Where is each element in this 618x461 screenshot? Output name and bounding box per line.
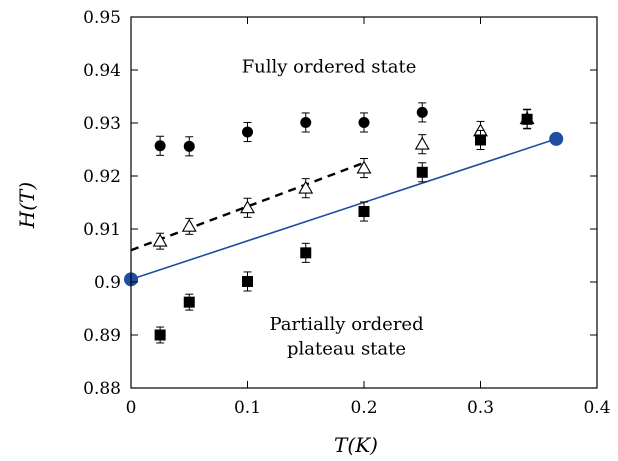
square-marker — [521, 113, 533, 125]
circle-marker — [242, 126, 253, 138]
triangle-marker — [356, 160, 372, 174]
point-open-triangle — [298, 178, 314, 199]
point-open-triangle — [152, 232, 168, 250]
point-square — [416, 162, 428, 183]
y-tick-label: 0.91 — [83, 220, 121, 240]
endpoint-marker — [549, 131, 564, 146]
point-open-triangle — [181, 217, 197, 235]
square-marker — [416, 166, 428, 178]
y-tick-label: 0.93 — [83, 114, 121, 134]
point-open-triangle — [414, 134, 430, 155]
triangle-marker — [414, 136, 430, 150]
y-tick-label: 0.92 — [83, 167, 121, 187]
point-square — [154, 326, 166, 344]
circle-marker — [300, 116, 312, 128]
point-circle — [183, 136, 195, 157]
annotations: Fully ordered state Partially ordered plat… — [242, 57, 424, 360]
x-tick-label: 0.1 — [234, 398, 261, 418]
x-tick-label: 0.4 — [583, 398, 610, 418]
circle-marker — [154, 140, 166, 152]
square-marker — [300, 247, 312, 259]
point-circle — [300, 112, 312, 133]
fit-lines — [130, 138, 557, 281]
point-circle — [358, 112, 370, 133]
square-marker — [242, 275, 253, 287]
y-tick-label: 0.88 — [83, 379, 121, 399]
triangle-marker — [240, 200, 255, 214]
annotation-text: Fully ordered state — [242, 57, 417, 78]
triangle-marker — [152, 233, 168, 247]
annotation-text: Partially ordered — [269, 314, 423, 335]
square-marker — [183, 296, 195, 308]
y-tick-label: 0.95 — [83, 8, 121, 28]
square-marker — [154, 329, 166, 341]
point-square — [475, 129, 486, 150]
circle-marker — [358, 116, 370, 128]
solid-fit-line — [130, 138, 557, 281]
annotation-text: plateau state — [287, 339, 406, 360]
y-tick-label: 0.89 — [83, 326, 121, 346]
circle-marker — [416, 106, 428, 118]
data-points — [124, 102, 564, 344]
point-open-triangle — [356, 158, 372, 179]
point-circle — [154, 135, 166, 156]
triangle-marker — [298, 180, 314, 194]
x-tick-label: 0 — [126, 398, 137, 418]
x-tick-label: 0.3 — [467, 398, 494, 418]
point-square — [242, 271, 253, 292]
y-tick-label: 0.9 — [94, 273, 121, 293]
x-tick-label: 0.2 — [350, 398, 377, 418]
circle-marker — [183, 140, 195, 152]
square-marker — [475, 134, 486, 146]
point-square — [300, 242, 312, 263]
axes: 0 0.1 0.2 0.3 0.4 0.88 0.89 0.9 0.91 0.92 0.93 0.94… — [83, 8, 610, 418]
y-axis-title: H(T) — [15, 182, 39, 229]
point-circle — [242, 121, 253, 143]
point-square — [521, 109, 533, 130]
x-axis-title: T(K) — [334, 433, 378, 457]
y-tick-label: 0.94 — [83, 61, 121, 81]
point-square — [183, 293, 195, 311]
square-marker — [358, 206, 370, 218]
point-open-triangle — [240, 197, 255, 218]
point-circle — [416, 102, 428, 123]
point-square — [358, 201, 370, 222]
triangle-marker — [181, 218, 197, 232]
